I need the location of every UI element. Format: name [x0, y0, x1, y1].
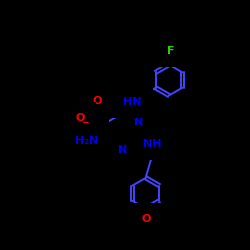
- Text: N: N: [88, 110, 98, 120]
- Text: H₂N: H₂N: [75, 136, 98, 146]
- Text: F: F: [168, 46, 175, 56]
- Text: −: −: [81, 118, 88, 127]
- Text: O: O: [93, 96, 102, 106]
- Text: N: N: [118, 145, 127, 155]
- Text: O: O: [141, 214, 150, 224]
- Text: NH: NH: [142, 139, 161, 149]
- Text: N: N: [134, 118, 143, 128]
- Text: +: +: [93, 106, 100, 115]
- Text: O: O: [75, 113, 85, 123]
- Text: HN: HN: [124, 96, 142, 106]
